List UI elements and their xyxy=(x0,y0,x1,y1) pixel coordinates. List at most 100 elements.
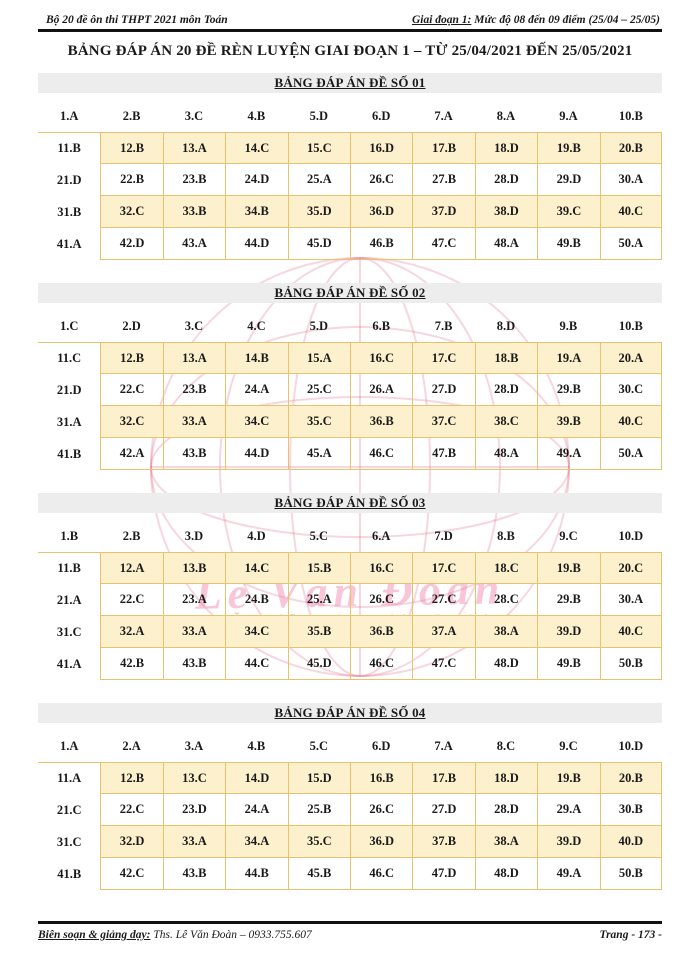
answer-cell: 28.D xyxy=(474,164,538,196)
answer-cell: 15.D xyxy=(287,762,350,794)
answer-cell: 22.C xyxy=(100,374,163,406)
answer-cell: 21.C xyxy=(56,802,82,817)
answer-cell: 4.B xyxy=(247,738,266,753)
answer-cell: 7.D xyxy=(434,528,453,543)
answer-cell: 45.D xyxy=(287,228,350,260)
answer-cell: 28.C xyxy=(474,584,538,616)
answer-cell: 42.B xyxy=(100,648,163,680)
answer-cell: 21.A xyxy=(56,592,82,607)
answer-cell: 29.B xyxy=(537,584,600,616)
page-header: Bộ 20 đề ôn thi THPT 2021 môn Toán Giai … xyxy=(38,0,662,32)
answer-cell: 20.B xyxy=(599,762,662,794)
answer-cell: 4.B xyxy=(247,108,266,123)
answer-cell: 13.A xyxy=(162,342,226,374)
answer-cell: 41.B xyxy=(57,446,82,461)
answer-cell: 27.D xyxy=(412,374,475,406)
answer-cell: 6.B xyxy=(372,318,391,333)
answer-cell: 25.C xyxy=(287,374,350,406)
answer-cell: 33.B xyxy=(162,196,226,228)
answer-cell: 10.D xyxy=(618,738,644,753)
answer-cell: 29.A xyxy=(537,794,600,826)
answer-cell: 26.C xyxy=(350,794,413,826)
answer-cell: 43.A xyxy=(162,228,226,260)
answer-cell: 39.B xyxy=(537,406,600,438)
answer-cell: 21.D xyxy=(56,382,82,397)
answer-table-section: BẢNG ĐÁP ÁN ĐỀ SỐ 02 1.C 2.D 3.C 4.C 5.D 6.B 7.… xyxy=(38,283,662,470)
answer-cell: 3.A xyxy=(184,738,204,753)
answer-cell: 39.C xyxy=(537,196,600,228)
answer-cell: 22.B xyxy=(100,164,163,196)
answer-cell: 36.B xyxy=(350,406,413,438)
answer-cell: 23.B xyxy=(162,374,226,406)
answer-cell: 34.A xyxy=(225,826,288,858)
answer-cell: 12.A xyxy=(100,552,163,584)
answer-cell: 5.C xyxy=(309,528,328,543)
answer-cell: 16.B xyxy=(350,762,413,794)
answer-tables: BẢNG ĐÁP ÁN ĐỀ SỐ 01 1.A 2.B 3.C 4.B 5.D 6.D 7.… xyxy=(38,73,662,890)
answer-cell: 3.D xyxy=(184,528,204,543)
answer-cell: 36.B xyxy=(350,616,413,648)
answer-cell: 17.C xyxy=(412,342,475,374)
header-right-text: Giai đoạn 1: Mức độ 08 đến 09 điểm (25/0… xyxy=(412,14,660,26)
section-heading: BẢNG ĐÁP ÁN ĐỀ SỐ 03 xyxy=(274,495,426,510)
answer-cell: 40.C xyxy=(599,196,662,228)
answer-cell: 16.D xyxy=(350,132,413,164)
answer-cell: 31.C xyxy=(56,624,82,639)
answer-cell: 27.B xyxy=(412,164,475,196)
answer-cell: 24.A xyxy=(225,374,288,406)
answer-cell: 2.A xyxy=(122,738,141,753)
answer-cell: 27.C xyxy=(412,584,475,616)
answer-cell: 37.B xyxy=(412,826,475,858)
answer-cell: 47.D xyxy=(412,858,475,890)
answer-cell: 14.C xyxy=(225,132,288,164)
answer-cell: 46.C xyxy=(350,648,413,680)
answer-cell: 17.B xyxy=(412,132,475,164)
answer-table: 1.C 2.D 3.C 4.C 5.D 6.B 7.B 8.D 9.B 10.B 11.C 12.B 1… xyxy=(38,310,662,470)
footer-left-label: Biên soạn & giảng dạy: xyxy=(38,929,151,941)
answer-cell: 25.A xyxy=(287,164,350,196)
answer-cell: 3.C xyxy=(184,318,204,333)
answer-cell: 28.D xyxy=(474,374,538,406)
answer-cell: 12.B xyxy=(100,762,163,794)
answer-cell: 38.A xyxy=(474,616,538,648)
answer-cell: 40.C xyxy=(599,616,662,648)
answer-cell: 35.C xyxy=(287,826,350,858)
answer-cell: 40.C xyxy=(599,406,662,438)
answer-cell: 23.D xyxy=(162,794,226,826)
answer-cell: 31.B xyxy=(57,204,82,219)
answer-table: 1.A 2.B 3.C 4.B 5.D 6.D 7.A 8.A 9.A 10.B 11.B 12.B 1… xyxy=(38,100,662,260)
answer-cell: 8.D xyxy=(496,318,516,333)
answer-cell: 45.B xyxy=(287,858,350,890)
answer-cell: 4.C xyxy=(247,318,266,333)
answer-cell: 7.B xyxy=(434,318,453,333)
answer-cell: 18.D xyxy=(474,132,538,164)
answer-cell: 31.A xyxy=(56,414,82,429)
answer-cell: 11.C xyxy=(38,342,101,374)
answer-cell: 38.C xyxy=(474,406,538,438)
answer-cell: 36.D xyxy=(350,196,413,228)
answer-cell: 32.D xyxy=(100,826,163,858)
answer-cell: 30.A xyxy=(599,164,662,196)
answer-cell: 34.C xyxy=(225,406,288,438)
answer-cell: 41.A xyxy=(56,236,82,251)
answer-cell: 43.B xyxy=(162,858,226,890)
answer-cell: 16.C xyxy=(350,342,413,374)
answer-cell: 44.B xyxy=(225,858,288,890)
answer-cell: 45.D xyxy=(287,648,350,680)
answer-cell: 48.D xyxy=(474,648,538,680)
answer-cell: 1.B xyxy=(60,528,79,543)
answer-cell: 2.B xyxy=(122,528,141,543)
answer-cell: 10.B xyxy=(618,108,643,123)
answer-cell: 13.A xyxy=(162,132,226,164)
section-heading: BẢNG ĐÁP ÁN ĐỀ SỐ 01 xyxy=(274,75,426,90)
answer-cell: 1.A xyxy=(59,738,79,753)
answer-cell: 30.A xyxy=(599,584,662,616)
answer-cell: 44.C xyxy=(225,648,288,680)
footer-page-number: Trang - 173 - xyxy=(599,929,662,941)
answer-cell: 44.D xyxy=(225,438,288,470)
answer-cell: 24.B xyxy=(225,584,288,616)
answer-cell: 31.C xyxy=(56,834,82,849)
answer-cell: 35.B xyxy=(287,616,350,648)
page-title: BẢNG ĐÁP ÁN 20 ĐỀ RÈN LUYỆN GIAI ĐOẠN 1 … xyxy=(67,43,633,59)
answer-cell: 27.D xyxy=(412,794,475,826)
